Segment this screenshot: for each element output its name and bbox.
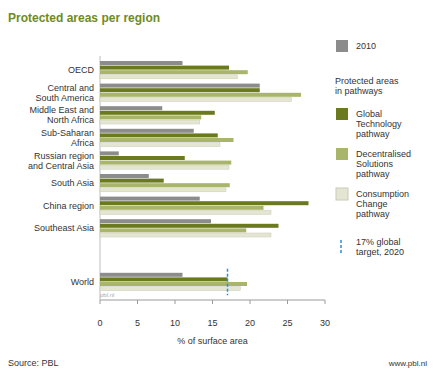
legend-label: 2010 xyxy=(356,41,376,51)
bar xyxy=(100,93,301,97)
bar xyxy=(100,133,218,137)
x-tick-label: 0 xyxy=(97,318,102,328)
category-label: Russian regionand Central Asia xyxy=(28,151,94,171)
bar xyxy=(100,143,220,147)
bar xyxy=(100,66,229,70)
watermark: pbl.nl xyxy=(100,292,114,298)
x-tick-label: 25 xyxy=(282,318,292,328)
legend-title: Protected areasin pathways xyxy=(335,76,399,96)
title: Protected areas per region xyxy=(8,11,160,25)
legend-target xyxy=(340,240,342,254)
bar xyxy=(100,115,201,119)
x-tick xyxy=(175,300,176,304)
bar xyxy=(100,70,248,74)
x-tick-label: 20 xyxy=(245,318,255,328)
bar xyxy=(100,210,271,214)
bar xyxy=(100,161,231,165)
bar xyxy=(100,151,119,155)
bar xyxy=(100,138,234,142)
source: Source: PBL xyxy=(8,358,59,368)
bar xyxy=(100,201,309,205)
legend-swatch xyxy=(336,188,348,200)
category-label: World xyxy=(71,277,94,287)
x-tick xyxy=(287,300,288,304)
bar xyxy=(100,273,183,277)
x-tick xyxy=(325,300,326,304)
bar xyxy=(100,111,215,115)
bar xyxy=(100,156,185,160)
bar xyxy=(100,75,237,79)
bar xyxy=(100,97,291,101)
x-tick-label: 30 xyxy=(320,318,330,328)
legend-label: DecentralisedSolutionspathway xyxy=(356,149,411,179)
x-tick xyxy=(212,300,213,304)
bar xyxy=(100,282,247,286)
bar xyxy=(100,88,260,92)
category-label: Sub-SaharanAfrica xyxy=(41,128,94,148)
bar xyxy=(100,120,200,124)
x-tick-label: 10 xyxy=(170,318,180,328)
bar xyxy=(100,224,279,228)
bar xyxy=(100,233,271,237)
legend-swatch xyxy=(336,40,348,52)
x-tick xyxy=(137,300,138,304)
category-label: Middle East andNorth Africa xyxy=(29,105,94,125)
category-label: China region xyxy=(43,201,94,211)
target-line xyxy=(227,269,229,295)
x-tick-label: 5 xyxy=(135,318,140,328)
category-label: Southeast Asia xyxy=(34,223,94,233)
bar xyxy=(100,206,264,210)
legend-label: GlobalTechnologypathway xyxy=(356,109,402,139)
category-label: Central andSouth America xyxy=(35,83,94,103)
bar xyxy=(100,174,149,178)
x-tick xyxy=(100,300,101,304)
chart: Protected areas per region 0 5 10 15 20 25 30 % … xyxy=(0,0,435,372)
bar xyxy=(100,219,211,223)
annotation-label: 17% globaltarget, 2020 xyxy=(356,237,404,257)
bar xyxy=(100,277,228,281)
bar xyxy=(100,106,162,110)
credit: www.pbl.nl xyxy=(388,359,427,368)
bar xyxy=(100,129,194,133)
bar xyxy=(100,188,226,192)
legend-swatch xyxy=(336,108,348,120)
x-tick-label: 15 xyxy=(207,318,217,328)
legend-swatch xyxy=(336,148,348,160)
legend-label: ConsumptionChangepathway xyxy=(356,189,409,219)
bar xyxy=(100,61,183,65)
bar xyxy=(100,179,164,183)
category-label: OECD xyxy=(68,65,95,75)
category-label: South Asia xyxy=(51,178,94,188)
bar xyxy=(100,183,230,187)
x-axis-label: % of surface area xyxy=(177,336,248,346)
x-tick xyxy=(250,300,251,304)
bar xyxy=(100,84,260,88)
bar xyxy=(100,165,229,169)
bar xyxy=(100,228,246,232)
bar xyxy=(100,287,240,291)
bar xyxy=(100,197,200,201)
